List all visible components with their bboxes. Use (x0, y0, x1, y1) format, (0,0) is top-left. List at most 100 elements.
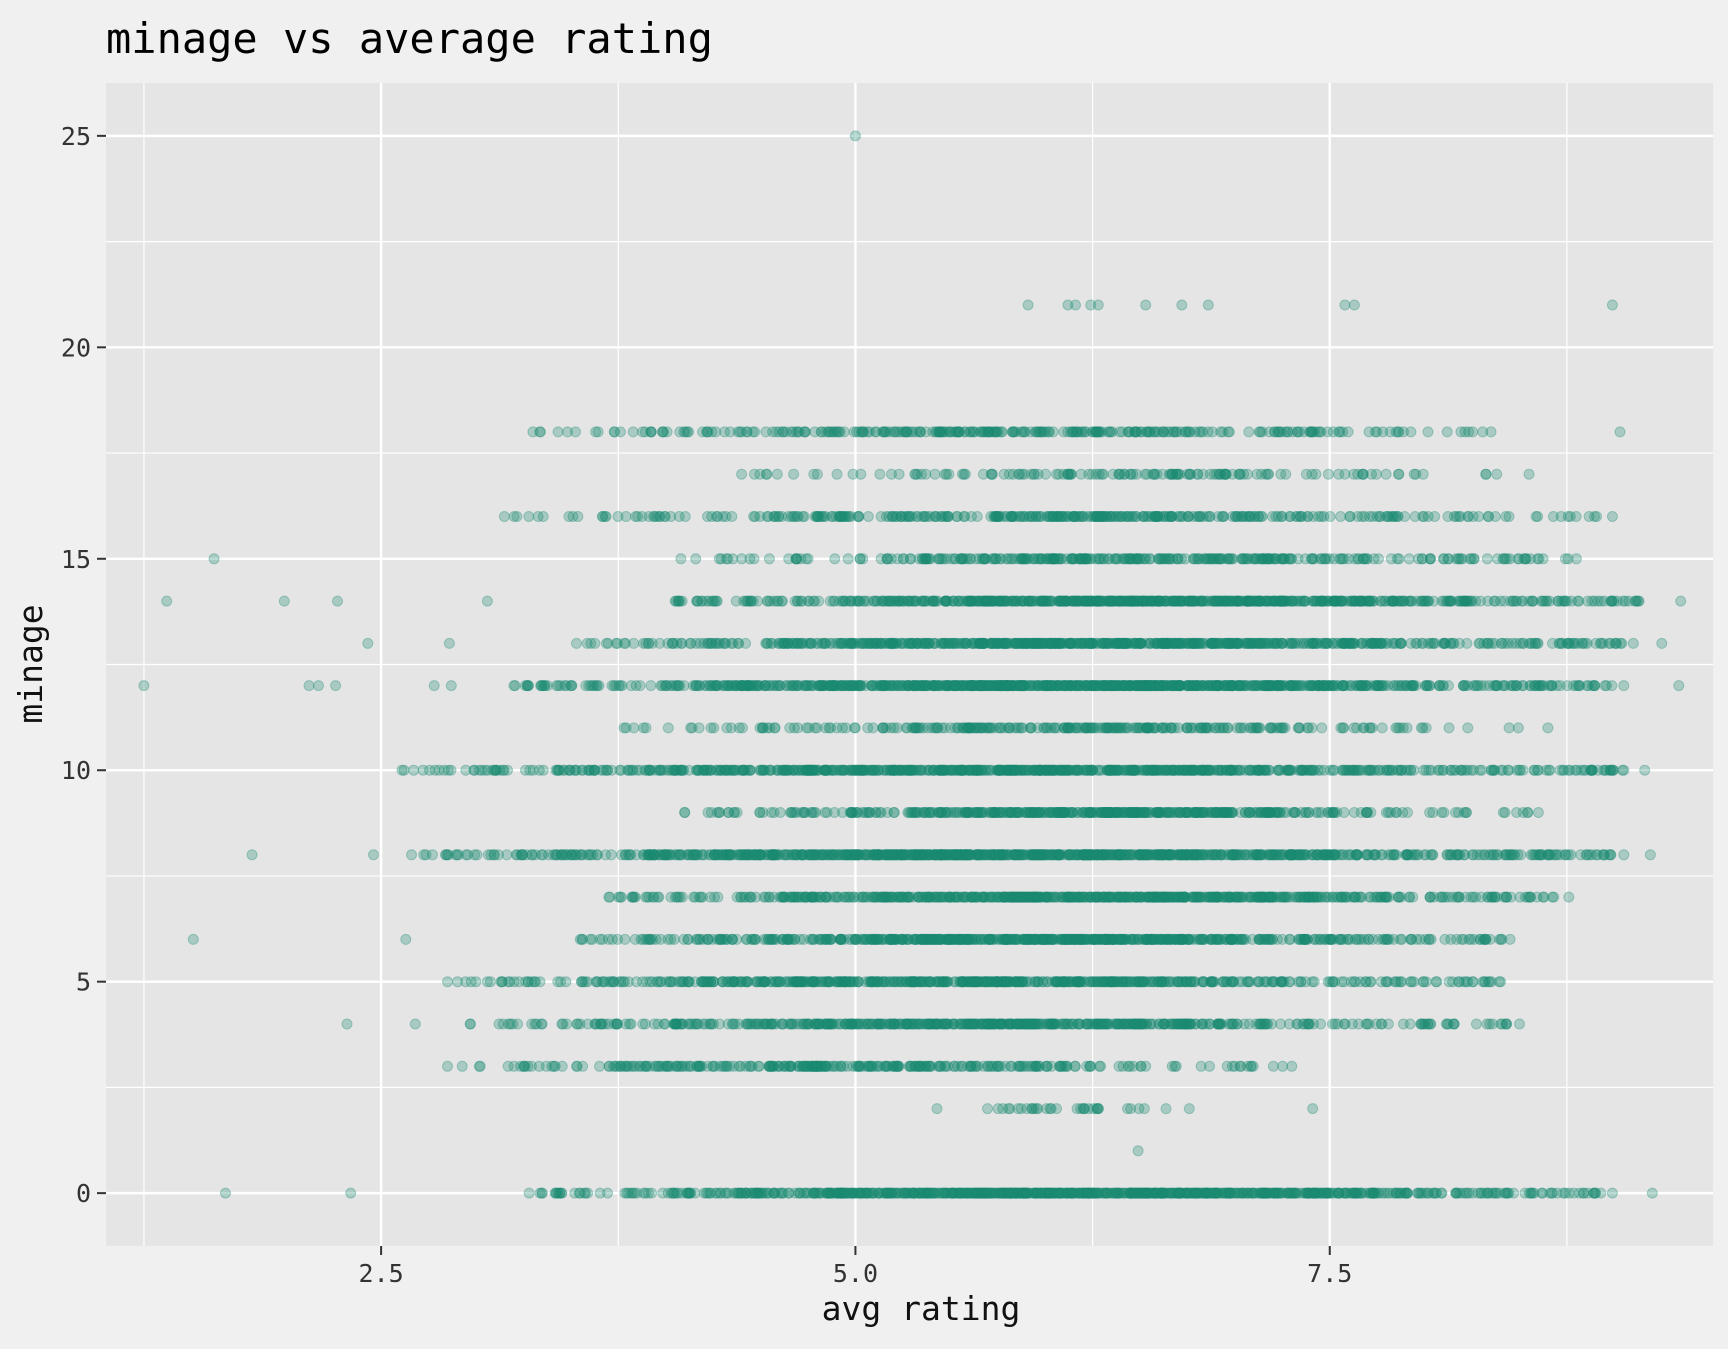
data-point (1105, 681, 1115, 691)
data-point (1305, 638, 1315, 648)
data-point (1473, 681, 1483, 691)
data-point (873, 765, 883, 775)
data-point (777, 765, 787, 775)
data-point (910, 681, 920, 691)
data-point (793, 427, 803, 437)
data-point (1252, 469, 1262, 479)
data-point (840, 512, 850, 522)
data-point (1221, 469, 1231, 479)
data-point (1393, 512, 1403, 522)
data-point (1530, 681, 1540, 691)
data-point (888, 512, 898, 522)
data-point (553, 681, 563, 691)
data-point (1114, 554, 1124, 564)
data-point (1244, 427, 1254, 437)
data-point (1590, 512, 1600, 522)
data-point (1309, 554, 1319, 564)
data-point (1271, 554, 1281, 564)
data-point (845, 638, 855, 648)
data-point (1267, 512, 1277, 522)
data-point (1438, 638, 1448, 648)
data-point (986, 638, 996, 648)
data-point (901, 638, 911, 648)
data-point (1309, 765, 1319, 775)
data-point (1307, 723, 1317, 733)
data-point (694, 723, 704, 733)
data-point (1565, 512, 1575, 522)
data-point (956, 765, 966, 775)
data-point (667, 681, 677, 691)
data-point (879, 427, 889, 437)
data-point (1024, 512, 1034, 522)
data-point (692, 596, 702, 606)
data-point (1462, 638, 1472, 648)
data-point (1474, 512, 1484, 522)
data-point (1285, 681, 1295, 691)
data-point (920, 681, 930, 691)
data-point (853, 512, 863, 522)
data-point (1319, 765, 1329, 775)
data-point (1504, 512, 1514, 522)
data-point (1145, 427, 1155, 437)
data-point (999, 469, 1009, 479)
data-point (1225, 765, 1235, 775)
data-point (1027, 638, 1037, 648)
data-point (723, 681, 733, 691)
data-point (1487, 765, 1497, 775)
data-point (1437, 596, 1447, 606)
data-point (691, 681, 701, 691)
data-point (591, 427, 601, 437)
data-point (989, 427, 999, 437)
data-point (750, 469, 760, 479)
data-point (1339, 723, 1349, 733)
data-point (949, 681, 959, 691)
data-point (1619, 681, 1629, 691)
data-point (1391, 638, 1401, 648)
data-point (791, 554, 801, 564)
data-point (1352, 723, 1362, 733)
data-point (1320, 681, 1330, 691)
data-point (917, 554, 927, 564)
data-point (680, 808, 690, 818)
data-point (750, 512, 760, 522)
data-point (639, 723, 649, 733)
data-point (1498, 808, 1508, 818)
data-point (1398, 723, 1408, 733)
data-point (1310, 596, 1320, 606)
data-point (790, 596, 800, 606)
data-point (1158, 681, 1168, 691)
data-point (1527, 638, 1537, 648)
data-point (499, 512, 509, 522)
data-point (1502, 554, 1512, 564)
data-point (890, 596, 900, 606)
data-point (805, 638, 815, 648)
data-point (1066, 638, 1076, 648)
data-point (772, 469, 782, 479)
data-point (910, 469, 920, 479)
data-point (1320, 554, 1330, 564)
data-point (764, 554, 774, 564)
data-point (1450, 765, 1460, 775)
data-point (1246, 512, 1256, 522)
data-point (887, 469, 897, 479)
data-point (723, 554, 733, 564)
data-point (540, 681, 550, 691)
data-point (609, 681, 619, 691)
data-point (1340, 469, 1350, 479)
data-point (835, 596, 845, 606)
data-point (1341, 681, 1351, 691)
data-point (840, 765, 850, 775)
data-point (570, 765, 580, 775)
data-point (837, 681, 847, 691)
data-point (1518, 765, 1528, 775)
data-point (573, 512, 583, 522)
data-point (1095, 512, 1105, 522)
data-point (960, 512, 970, 522)
data-point (1524, 469, 1534, 479)
data-point (407, 850, 417, 860)
data-point (1076, 512, 1086, 522)
data-point (1215, 554, 1225, 564)
data-point (732, 808, 742, 818)
data-point (480, 765, 490, 775)
data-point (1212, 681, 1222, 691)
